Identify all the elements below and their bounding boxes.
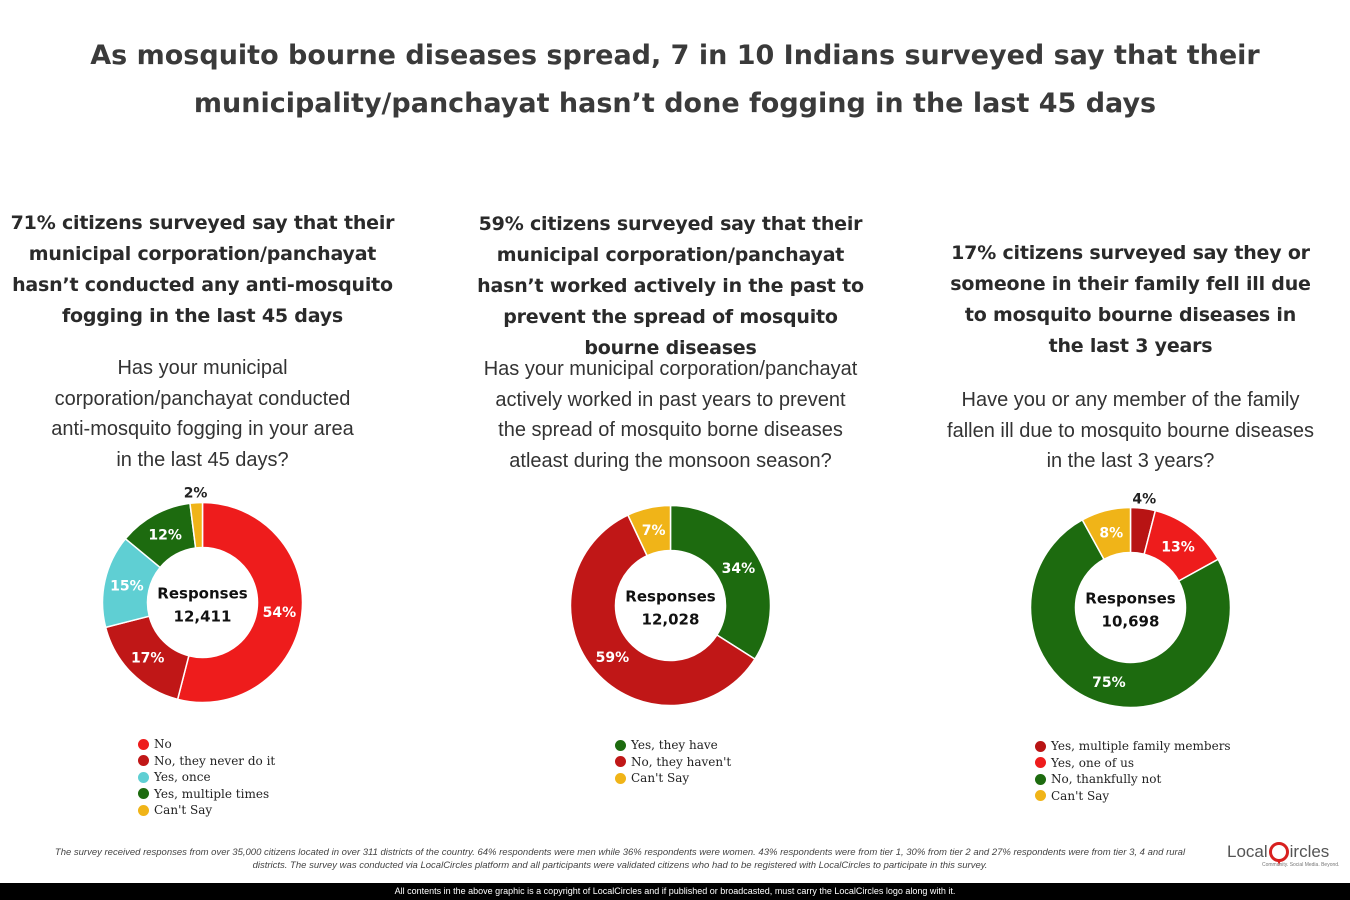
slice-no-they-haven-t (569, 514, 756, 707)
legend-label: Can't Say (631, 771, 690, 786)
legend-swatch (138, 771, 149, 783)
pin-icon (1268, 842, 1289, 866)
legend-swatch (138, 738, 149, 750)
center-responses-count: 12,028 (642, 611, 700, 629)
legend-swatch (1035, 757, 1046, 769)
legend-label: No, they haven't (631, 754, 732, 769)
legend-label: Yes, one of us (1051, 755, 1135, 770)
legend-item-no: No (138, 736, 275, 753)
legend-label: No, thankfully not (1051, 772, 1162, 787)
brand-text-left: Local (1227, 842, 1268, 861)
panel-heading: 59% citizens surveyed say that their mun… (477, 213, 864, 359)
survey-panel-illness: 17% citizens surveyed say they or someon… (928, 0, 1333, 830)
donut-chart-prevention: 34% 59% 7% Responses 12,028 (569, 504, 772, 707)
legend-swatch (138, 804, 149, 816)
slice-label-no-they-never-do-it: 17% (131, 650, 165, 666)
panel-question: Has your municipal corporation/panchayat… (51, 357, 354, 471)
brand-text-right: ircles (1289, 842, 1330, 861)
legend-label: Can't Say (154, 803, 213, 818)
slice-label-yes-once: 15% (110, 579, 144, 595)
legend-item-can-t-say: Can't Say (138, 802, 275, 819)
panel-question: Has your municipal corporation/panchayat… (483, 358, 858, 472)
legend-label: No (154, 737, 172, 752)
survey-panel-fogging: 71% citizens surveyed say that their mun… (0, 0, 405, 830)
chart-legend: Yes, they have No, they haven't Can't Say (615, 737, 731, 787)
slice-can-t-say (189, 501, 204, 549)
legend-label: Yes, once (154, 770, 211, 785)
center-responses-count: 12,411 (174, 608, 232, 626)
chart-legend: Yes, multiple family members Yes, one of … (1035, 738, 1231, 804)
legend-label: Yes, they have (631, 738, 718, 753)
survey-panel-prevention: 59% citizens surveyed say that their mun… (468, 0, 873, 830)
slice-can-t-say (626, 504, 672, 557)
center-responses-label: Responses (625, 588, 715, 606)
legend-swatch (138, 755, 149, 767)
legend-item-can-t-say: Can't Say (1035, 788, 1231, 805)
legend-label: Yes, multiple times (154, 786, 270, 801)
legend-swatch (1035, 790, 1046, 802)
donut-chart-illness: 4% 13% 75% 8% Responses 10,698 (1029, 491, 1232, 709)
legend-swatch (1035, 773, 1046, 785)
legend-item-yes-once: Yes, once (138, 769, 275, 786)
slice-no-thankfully-not (1029, 518, 1232, 709)
legend-item-no-thankfully-not: No, thankfully not (1035, 771, 1231, 788)
legend-item-yes-they-have: Yes, they have (615, 737, 731, 754)
slice-can-t-say (1081, 506, 1132, 561)
slice-label-can-t-say: 8% (1099, 525, 1123, 541)
center-responses-label: Responses (1085, 590, 1175, 608)
legend-item-yes-multiple-times: Yes, multiple times (138, 786, 275, 803)
legend-item-no-they-never-do-it: No, they never do it (138, 753, 275, 770)
center-responses-label: Responses (157, 585, 247, 603)
brand-tagline: Community. Social Media. Beyond. (1262, 862, 1340, 868)
panel-heading: 17% citizens surveyed say they or someon… (950, 242, 1311, 357)
legend-swatch (615, 772, 626, 784)
legend-item-yes-multiple-family-members: Yes, multiple family members (1035, 738, 1231, 755)
copyright-bar: All contents in the above graphic is a c… (0, 883, 1350, 900)
legend-swatch (615, 756, 626, 768)
survey-footnote: The survey received responses from over … (54, 847, 1186, 871)
slice-label-yes-they-have: 34% (722, 561, 756, 577)
legend-item-yes-one-of-us: Yes, one of us (1035, 755, 1231, 772)
slice-label-no-thankfully-not: 75% (1092, 675, 1126, 691)
legend-label: No, they never do it (154, 753, 276, 768)
legend-item-can-t-say: Can't Say (615, 770, 731, 787)
legend-item-no-they-haven-t: No, they haven't (615, 754, 731, 771)
page-title: As mosquito bourne diseases spread, 7 in… (90, 40, 1260, 119)
legend-label: Yes, multiple family members (1051, 739, 1231, 754)
center-responses-count: 10,698 (1102, 613, 1160, 631)
slice-label-yes-multiple-times: 12% (148, 528, 182, 544)
localcircles-logo: Local ircles (1227, 842, 1330, 866)
legend-swatch (138, 788, 149, 800)
slice-label-can-t-say: 2% (184, 486, 208, 502)
slice-no (176, 501, 304, 704)
slice-label-can-t-say: 7% (642, 523, 666, 539)
slice-label-no: 54% (263, 605, 297, 621)
legend-swatch (615, 739, 626, 751)
panel-heading: 71% citizens surveyed say that their mun… (10, 212, 395, 327)
donut-chart-fogging: 54% 17% 15% 12% 2% Responses 12,411 (101, 486, 304, 704)
slice-label-yes-multiple-family-members: 4% (1132, 491, 1156, 507)
panel-question: Have you or any member of the family fal… (947, 389, 1314, 472)
slice-yes-they-have (669, 504, 772, 661)
chart-legend: No No, they never do it Yes, once Yes, mult… (138, 736, 275, 819)
slice-label-no-they-haven-t: 59% (596, 650, 630, 666)
legend-swatch (1035, 740, 1046, 752)
legend-label: Can't Say (1051, 788, 1110, 803)
slice-label-yes-one-of-us: 13% (1161, 539, 1195, 555)
